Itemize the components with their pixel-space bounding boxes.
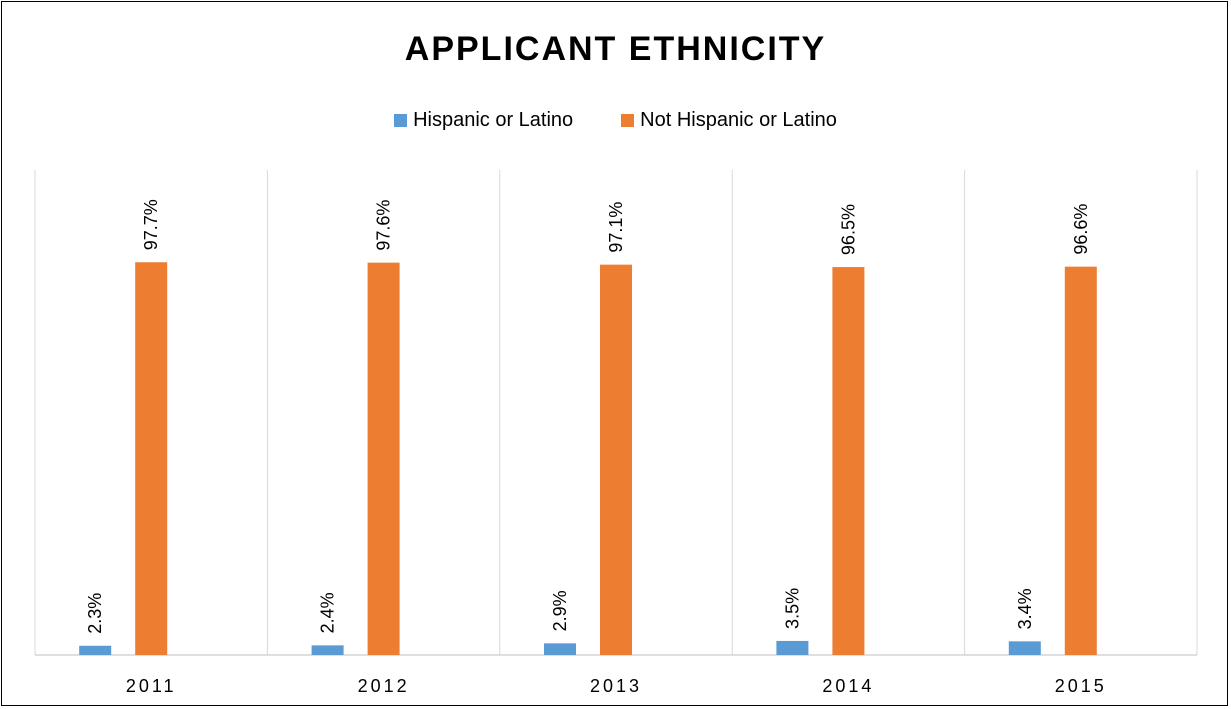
x-tick-label: 2014 xyxy=(822,676,874,696)
data-label-hispanic: 2.9% xyxy=(550,590,570,631)
x-tick-label: 2015 xyxy=(1055,676,1107,696)
bar-hispanic xyxy=(1008,641,1041,655)
x-tick-label: 2011 xyxy=(126,676,177,696)
data-label-not-hispanic: 97.1% xyxy=(606,202,626,253)
data-label-not-hispanic: 97.6% xyxy=(374,200,394,251)
data-label-hispanic: 2.4% xyxy=(318,592,338,633)
data-label-hispanic: 2.3% xyxy=(85,593,105,634)
legend-label-hispanic: Hispanic or Latino xyxy=(413,109,574,131)
data-label-not-hispanic: 97.7% xyxy=(141,199,161,250)
x-tick-label: 2013 xyxy=(590,676,642,696)
bar-hispanic xyxy=(79,645,112,655)
data-label-not-hispanic: 96.5% xyxy=(838,204,858,255)
bar-hispanic xyxy=(544,643,576,655)
legend-label-not-hispanic: Not Hispanic or Latino xyxy=(640,109,837,131)
legend-item-hispanic: Hispanic or Latino xyxy=(394,109,573,132)
legend-swatch-hispanic xyxy=(394,114,408,127)
chart-legend: Hispanic or Latino Not Hispanic or Latin… xyxy=(0,109,1231,132)
data-label-hispanic: 3.5% xyxy=(782,588,802,629)
bar-hispanic xyxy=(776,640,809,655)
chart-title: APPLICANT ETHNICITY xyxy=(404,30,827,68)
legend-item-not-hispanic: Not Hispanic or Latino xyxy=(621,109,837,132)
data-label-not-hispanic: 96.6% xyxy=(1071,204,1091,255)
bar-not-hispanic xyxy=(135,262,168,655)
x-tick-label: 2012 xyxy=(358,676,410,696)
bar-hispanic xyxy=(311,645,344,655)
bar-not-hispanic xyxy=(600,264,632,655)
bar-not-hispanic xyxy=(832,267,865,655)
legend-swatch-not-hispanic xyxy=(621,114,635,127)
bar-not-hispanic xyxy=(1064,266,1097,655)
bar-not-hispanic xyxy=(367,262,400,655)
data-label-hispanic: 3.4% xyxy=(1015,588,1035,629)
